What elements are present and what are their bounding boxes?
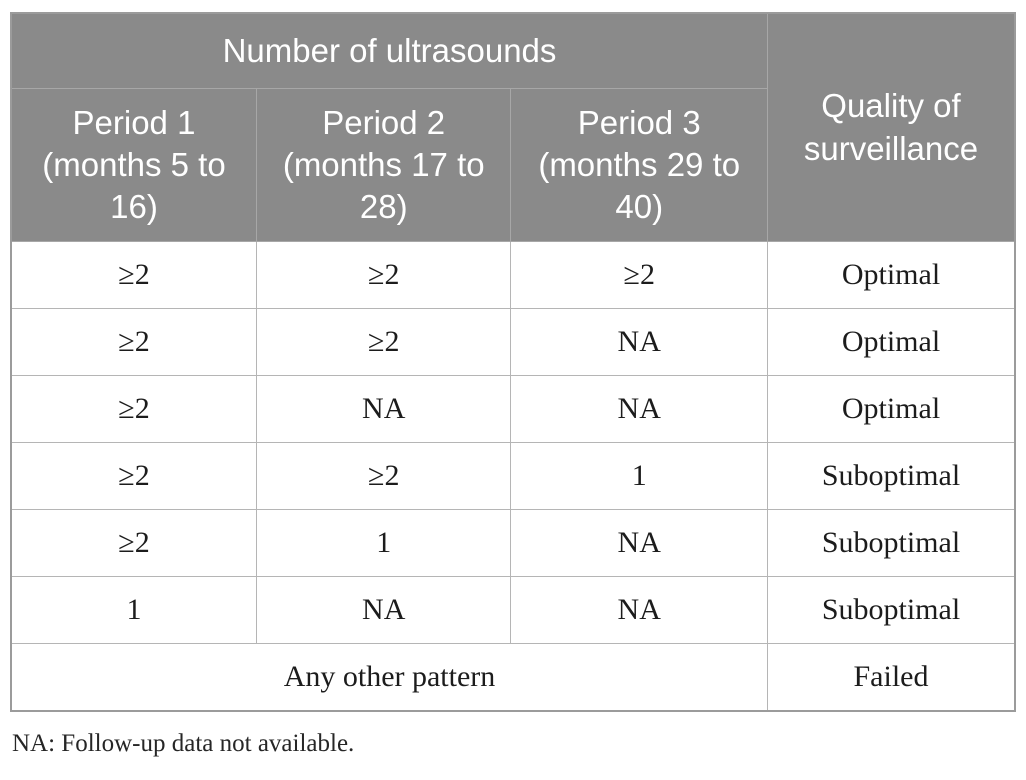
cell-period2: 1 [255,509,512,577]
footnote: NA: Follow-up data not available. [12,730,355,757]
cell-quality: Suboptimal [766,442,1016,510]
cell-period3: NA [510,576,768,644]
cell-period1: ≥2 [10,375,257,443]
cell-period2: ≥2 [255,241,512,309]
cell-period3: 1 [510,442,768,510]
cell-period3: NA [510,509,768,577]
header-quality-of-surveillance: Quality of surveillance [766,12,1016,242]
header-period-3: Period 3 (months 29 to 40) [510,88,768,242]
cell-quality: Failed [766,643,1016,712]
cell-any-other-pattern: Any other pattern [10,643,768,712]
cell-period1: ≥2 [10,509,257,577]
cell-quality: Optimal [766,308,1016,376]
table-row: ≥2 1 NA Suboptimal [10,509,1016,577]
table-row: ≥2 ≥2 NA Optimal [10,308,1016,376]
header-period-1: Period 1 (months 5 to 16) [10,88,257,242]
cell-quality: Optimal [766,241,1016,309]
cell-period1: ≥2 [10,308,257,376]
header-number-of-ultrasounds: Number of ultrasounds [10,12,768,89]
surveillance-quality-table: Number of ultrasounds Quality of surveil… [10,12,1016,712]
table-row: 1 NA NA Suboptimal [10,576,1016,644]
header-period-2: Period 2 (months 17 to 28) [255,88,512,242]
table-row: ≥2 ≥2 ≥2 Optimal [10,241,1016,309]
table-row-any-other-pattern: Any other pattern Failed [10,643,1016,712]
cell-period1: ≥2 [10,442,257,510]
header-period-row: Period 1 (months 5 to 16) Period 2 (mont… [10,88,1015,242]
cell-quality: Suboptimal [766,576,1016,644]
cell-period3: ≥2 [510,241,768,309]
cell-period2: NA [255,375,512,443]
cell-period3: NA [510,375,768,443]
cell-period3: NA [510,308,768,376]
cell-period2: NA [255,576,512,644]
cell-quality: Suboptimal [766,509,1016,577]
cell-quality: Optimal [766,375,1016,443]
header-group-row: Number of ultrasounds Quality of surveil… [10,12,1016,242]
table-row: ≥2 NA NA Optimal [10,375,1016,443]
cell-period1: 1 [10,576,257,644]
cell-period1: ≥2 [10,241,257,309]
cell-period2: ≥2 [255,308,512,376]
cell-period2: ≥2 [255,442,512,510]
table-row: ≥2 ≥2 1 Suboptimal [10,442,1016,510]
